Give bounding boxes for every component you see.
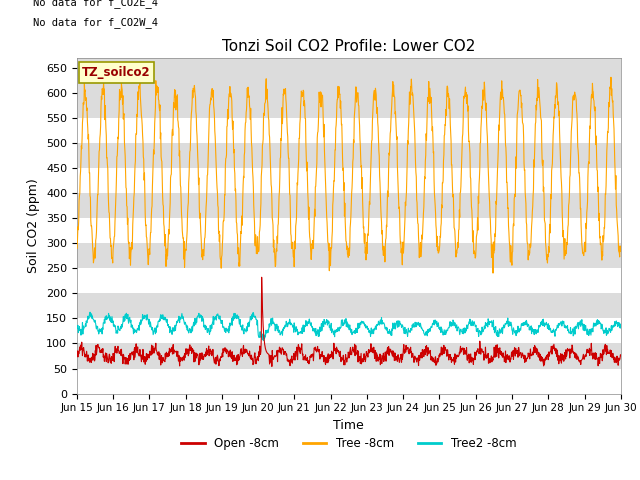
X-axis label: Time: Time — [333, 419, 364, 432]
Bar — [77, 293, 621, 318]
Text: No data for f_CO2W_4: No data for f_CO2W_4 — [33, 17, 158, 28]
Bar — [77, 143, 621, 168]
Bar — [77, 243, 621, 268]
Text: No data for f_CO2E_4: No data for f_CO2E_4 — [33, 0, 158, 8]
Title: Tonzi Soil CO2 Profile: Lower CO2: Tonzi Soil CO2 Profile: Lower CO2 — [222, 39, 476, 54]
Legend: Open -8cm, Tree -8cm, Tree2 -8cm: Open -8cm, Tree -8cm, Tree2 -8cm — [177, 432, 521, 455]
Bar — [77, 344, 621, 369]
Text: TZ_soilco2: TZ_soilco2 — [82, 66, 151, 79]
Y-axis label: Soil CO2 (ppm): Soil CO2 (ppm) — [28, 178, 40, 273]
Bar — [77, 193, 621, 218]
Bar — [77, 58, 621, 118]
Bar — [77, 93, 621, 118]
